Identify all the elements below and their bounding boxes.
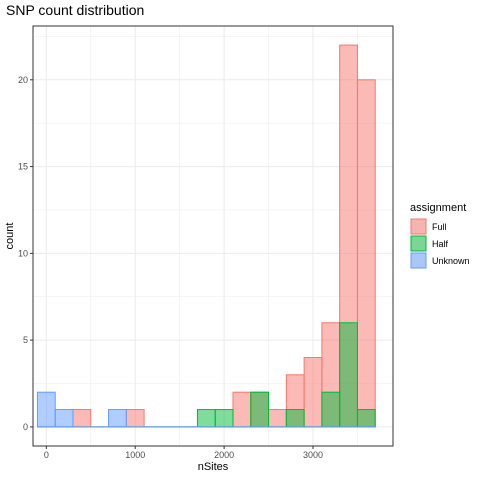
bar-unknown [36, 391, 56, 428]
bar-unknown [54, 409, 74, 428]
legend: assignment Full Half Unknown [410, 202, 470, 269]
bar-full [125, 409, 145, 428]
bar-half [339, 322, 358, 428]
bar-full [232, 391, 252, 428]
legend-key-half [410, 235, 427, 252]
bar-half [321, 391, 341, 428]
legend-key-unknown [410, 252, 427, 269]
axis-layer: 0 1000 2000 3000 0 5 10 15 20 [18, 75, 323, 460]
bar-full [268, 409, 287, 428]
y-tick-label: 5 [23, 335, 28, 345]
bar-half [250, 391, 270, 428]
panel-border [32, 25, 394, 447]
legend-label-full: Full [432, 222, 447, 232]
y-tick-label: 10 [18, 248, 28, 258]
bar-full [356, 79, 376, 428]
bar-unknown [108, 409, 127, 428]
x-tick-label: 3000 [303, 450, 323, 460]
bar-half [356, 409, 376, 428]
y-tick-label: 15 [18, 162, 28, 172]
bar-full [303, 356, 323, 428]
legend-title: assignment [410, 202, 466, 214]
legend-key-full [410, 218, 427, 235]
y-axis-title: count [4, 223, 16, 250]
x-tick-label: 2000 [214, 450, 234, 460]
bar-half [285, 409, 305, 428]
x-tick-label: 1000 [125, 450, 145, 460]
chart-title: SNP count distribution [6, 2, 144, 18]
bar-half [196, 409, 216, 428]
legend-label-half: Half [432, 239, 449, 249]
y-tick-label: 20 [18, 75, 28, 85]
bar-full [72, 409, 92, 428]
legend-label-unknown: Unknown [432, 256, 470, 266]
y-tick-label: 0 [23, 422, 28, 432]
bar-half [214, 409, 234, 428]
x-axis-title: nSites [198, 461, 229, 473]
bars-layer [36, 44, 376, 428]
x-tick-label: 0 [44, 450, 49, 460]
